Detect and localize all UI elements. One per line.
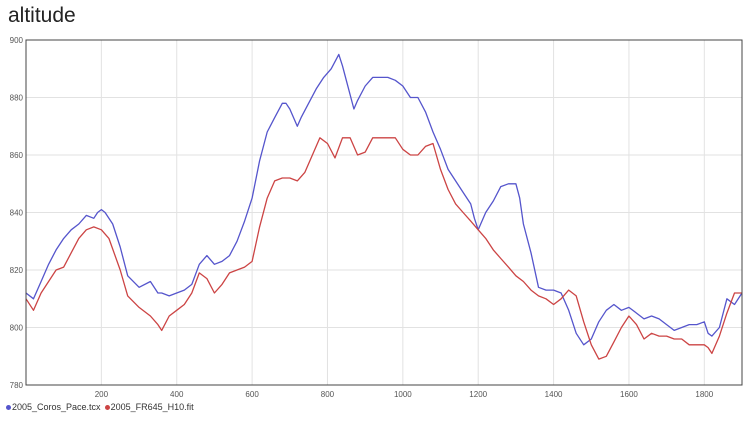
- x-tick-label: 1800: [695, 390, 713, 399]
- y-tick-labels: 780 800 820 840 860 880 900: [10, 36, 24, 390]
- x-tick-label: 1600: [620, 390, 638, 399]
- x-tick-label: 400: [170, 390, 184, 399]
- series-lines: [25, 53, 743, 360]
- series-line-0: [25, 53, 743, 346]
- x-tick-label: 1200: [469, 390, 487, 399]
- y-tick-label: 820: [10, 266, 24, 275]
- y-tick-label: 900: [10, 36, 24, 45]
- y-tick-label: 880: [10, 94, 24, 103]
- legend[interactable]: 2005_Coros_Pace.tcx 2005_FR645_H10.fit: [6, 402, 194, 412]
- x-tick-label: 600: [245, 390, 259, 399]
- y-tick-label: 780: [10, 381, 24, 390]
- x-tick-label: 1000: [394, 390, 412, 399]
- series-line-1: [25, 137, 742, 360]
- x-tick-labels: 200 400 600 800 1000 1200 1400 1600 1800: [95, 390, 714, 399]
- plot-frame: [25, 39, 743, 386]
- y-tick-label: 840: [10, 209, 24, 218]
- legend-label-fr645: 2005_FR645_H10.fit: [110, 402, 194, 412]
- legend-item-fr645[interactable]: 2005_FR645_H10.fit: [104, 402, 194, 412]
- y-tick-label: 800: [10, 324, 24, 333]
- legend-item-coros[interactable]: 2005_Coros_Pace.tcx: [6, 402, 101, 412]
- y-tick-label: 860: [10, 151, 24, 160]
- legend-dot-coros: [6, 404, 11, 410]
- chart-title: altitude: [8, 4, 76, 27]
- legend-dot-fr645: [104, 404, 110, 410]
- x-tick-label: 200: [95, 390, 109, 399]
- x-tick-label: 1400: [545, 390, 563, 399]
- legend-label-coros: 2005_Coros_Pace.tcx: [12, 402, 101, 412]
- grid-lines: [26, 40, 742, 385]
- x-tick-label: 800: [321, 390, 335, 399]
